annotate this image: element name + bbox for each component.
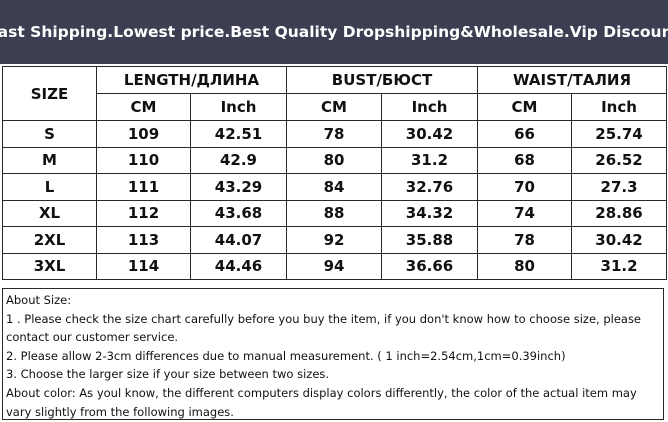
table-row: 2XL 113 44.07 92 35.88 78 30.42 [2,226,668,254]
table-cell: 112 [96,199,191,227]
unit-header: CM [96,93,191,121]
table-cell: 35.88 [380,226,479,254]
size-label-cell: XL [2,199,97,227]
table-cell: 78 [286,120,382,148]
table-cell: 66 [477,120,573,148]
table-cell: 43.29 [190,173,287,201]
bust-group-header: BUST/БЮСТ [285,66,479,94]
size-label-cell: M [2,146,97,174]
table-cell: 68 [477,146,573,174]
table-cell: 78 [477,226,573,254]
size-label-cell: 2XL [2,226,97,254]
table-cell: 32.76 [380,173,479,201]
table-cell: 92 [286,226,382,254]
table-cell: 26.52 [571,146,668,174]
table-row: M 110 42.9 80 31.2 68 26.52 [2,146,668,174]
table-cell: 36.66 [380,252,479,280]
notes-heading: About Size: [6,293,72,307]
size-label-cell: L [2,173,97,201]
unit-header: CM [286,93,382,121]
size-notes-box: About Size: 1 . Please check the size ch… [2,288,664,420]
notes-item: 3. Choose the larger size if your size b… [6,367,330,382]
unit-header: Inch [380,93,479,121]
table-cell: 109 [96,120,191,148]
size-label-cell: S [2,120,97,148]
table-row: L 111 43.29 84 32.76 70 27.3 [2,173,668,201]
table-cell: 42.9 [190,146,287,174]
table-cell: 42.51 [190,120,287,148]
notes-item: 2. Please allow 2-3cm differences due to… [6,348,566,363]
table-cell: 114 [96,252,191,280]
length-group-header: LENGTH/ДЛИНА [96,66,287,94]
waist-group-header: WAIST/ТАЛИЯ [477,66,668,94]
table-cell: 43.68 [190,199,287,227]
table-row: S 109 42.51 78 30.42 66 25.74 [2,120,668,148]
unit-header: CM [477,93,573,121]
table-cell: 113 [96,226,191,254]
table-cell: 110 [96,146,191,174]
notes-item: 1 . Please check the size chart carefull… [6,311,642,345]
header-row-units: CM Inch CM Inch CM Inch [3,93,668,121]
table-cell: 111 [96,173,191,201]
table-cell: 28.86 [571,199,668,227]
table-cell: 25.74 [571,120,668,148]
size-label-cell: 3XL [2,252,97,280]
table-cell: 88 [286,199,382,227]
table-cell: 44.46 [190,252,287,280]
table-cell: 84 [286,173,382,201]
size-column-header: SIZE [2,66,97,121]
table-cell: 80 [477,252,573,280]
table-cell: 94 [286,252,382,280]
table-cell: 74 [477,199,573,227]
table-cell: 30.42 [380,120,479,148]
header-row-groups: SIZE LENGTH/ДЛИНА BUST/БЮСТ WAIST/ТАЛИЯ [2,66,668,121]
table-cell: 44.07 [190,226,287,254]
size-table: SIZE LENGTH/ДЛИНА BUST/БЮСТ WAIST/ТАЛИЯ … [2,66,668,280]
table-row: XL 112 43.68 88 34.32 74 28.86 [2,199,668,227]
table-cell: 30.42 [571,226,668,254]
unit-header: Inch [571,93,668,121]
table-cell: 31.2 [571,252,668,280]
table-cell: 80 [286,146,382,174]
table-cell: 70 [477,173,573,201]
table-row: 3XL 114 44.46 94 36.66 80 31.2 [2,252,668,280]
table-cell: 34.32 [380,199,479,227]
table-cell: 31.2 [380,146,479,174]
table-cell: 27.3 [571,173,668,201]
promo-banner: Fast Shipping.Lowest price.Best Quality … [0,0,668,64]
notes-color: About color: As youl know, the different… [6,385,637,419]
unit-header: Inch [190,93,287,121]
